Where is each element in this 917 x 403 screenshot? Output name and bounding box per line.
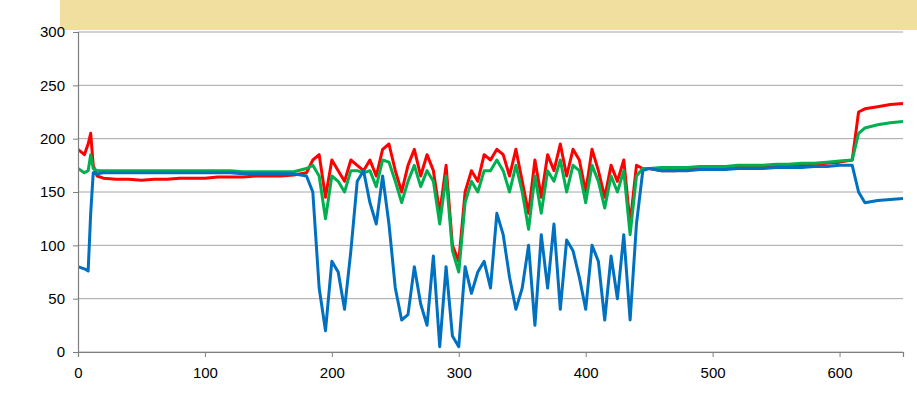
tick-mark — [73, 192, 78, 193]
tick-mark — [73, 32, 78, 33]
tick-mark — [73, 85, 78, 86]
series-line — [78, 103, 903, 261]
axis-line — [79, 353, 904, 358]
tick-label: 250 — [40, 77, 65, 94]
tick: 300 — [447, 352, 472, 381]
tick-label: 0 — [74, 364, 82, 381]
tick-mark — [586, 352, 587, 357]
tick: 250 — [40, 77, 78, 94]
tick-mark — [205, 352, 206, 357]
grid-line — [78, 192, 903, 193]
tick-label: 0 — [57, 343, 65, 360]
tick: 100 — [193, 352, 218, 381]
tick-label: 200 — [40, 130, 65, 147]
tick-label: 500 — [701, 364, 726, 381]
tick-mark — [73, 139, 78, 140]
x-axis: 0 100 200 300 400 500 600 — [74, 352, 903, 381]
tick: 150 — [40, 183, 78, 200]
tick-label: 600 — [828, 364, 853, 381]
tick-mark — [73, 352, 78, 353]
grid-line — [78, 245, 903, 246]
tick: 200 — [40, 130, 78, 147]
tick-label: 400 — [574, 364, 599, 381]
tick: 300 — [40, 23, 78, 40]
tick-label: 100 — [193, 364, 218, 381]
axis-line — [73, 33, 79, 353]
tick: 0 — [74, 352, 82, 381]
y-axis: 0 50 100 150 200 250 300 — [40, 23, 79, 360]
grid — [78, 32, 903, 352]
plot: 0 50 100 150 200 250 300 0 100 200 300 400 500 600 — [40, 23, 904, 380]
top-band — [60, 0, 917, 30]
tick-mark — [78, 352, 79, 357]
tick-mark — [840, 352, 841, 357]
chart: 0 50 100 150 200 250 300 0 100 200 300 400 500 600 — [0, 0, 917, 403]
tick-label: 300 — [40, 23, 65, 40]
series-line — [78, 165, 903, 346]
tick-mark — [332, 352, 333, 357]
grid-line — [78, 32, 903, 33]
tick-label: 50 — [48, 290, 65, 307]
grid-line — [78, 138, 903, 139]
tick-label: 100 — [40, 237, 65, 254]
tick: 600 — [828, 352, 853, 381]
tick-mark — [713, 352, 714, 357]
series-line — [78, 122, 903, 272]
tick-mark — [73, 245, 78, 246]
tick: 400 — [574, 352, 599, 381]
tick: 0 — [57, 343, 78, 360]
tick-mark — [459, 352, 460, 357]
grid-line — [78, 298, 903, 299]
tick-mark — [73, 299, 78, 300]
tick-label: 150 — [40, 183, 65, 200]
series-group — [78, 103, 903, 346]
tick-label: 200 — [320, 364, 345, 381]
tick: 50 — [48, 290, 78, 307]
tick: 500 — [701, 352, 726, 381]
tick-label: 300 — [447, 364, 472, 381]
tick: 100 — [40, 237, 78, 254]
grid-line — [78, 85, 903, 86]
tick: 200 — [320, 352, 345, 381]
